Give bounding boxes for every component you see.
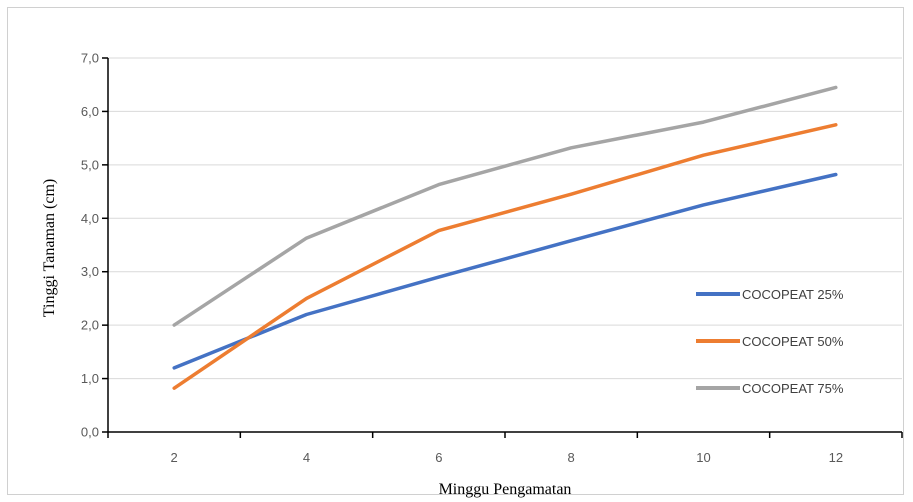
axes xyxy=(107,58,902,433)
x-tick-label: 6 xyxy=(435,450,442,465)
y-tick-label: 5,0 xyxy=(81,157,99,172)
x-tick-label: 8 xyxy=(568,450,575,465)
x-tick-label: 12 xyxy=(829,450,843,465)
x-tick-label: 10 xyxy=(696,450,710,465)
y-tick-label: 3,0 xyxy=(81,264,99,279)
gridlines xyxy=(108,57,902,380)
y-axis-title: Tinggi Tanaman (cm) xyxy=(41,179,58,317)
series-line-2 xyxy=(172,123,838,390)
x-tick-label: 4 xyxy=(303,450,310,465)
y-tick-label: 2,0 xyxy=(81,318,99,333)
y-ticks: 0,0 1,0 2,0 3,0 4,0 5,0 6,0 7,0 xyxy=(81,51,108,440)
legend-label: COCOPEAT 25% xyxy=(742,287,844,302)
series-lines xyxy=(172,85,838,390)
x-tick-label: 2 xyxy=(171,450,178,465)
chart-frame xyxy=(7,7,904,495)
legend-label: COCOPEAT 75% xyxy=(742,381,844,396)
series-line-1 xyxy=(172,172,838,370)
x-axis-title: Minggu Pengamatan xyxy=(439,481,572,498)
legend-label: COCOPEAT 50% xyxy=(742,334,844,349)
legend: COCOPEAT 25% COCOPEAT 50% COCOPEAT 75% xyxy=(696,287,844,396)
series-line-3 xyxy=(172,85,838,327)
y-tick-label: 7,0 xyxy=(81,51,99,66)
y-tick-label: 1,0 xyxy=(81,371,99,386)
x-ticks: 2 4 6 8 10 12 xyxy=(107,432,903,465)
y-tick-label: 4,0 xyxy=(81,211,99,226)
y-tick-label: 6,0 xyxy=(81,104,99,119)
y-tick-label: 0,0 xyxy=(81,425,99,440)
